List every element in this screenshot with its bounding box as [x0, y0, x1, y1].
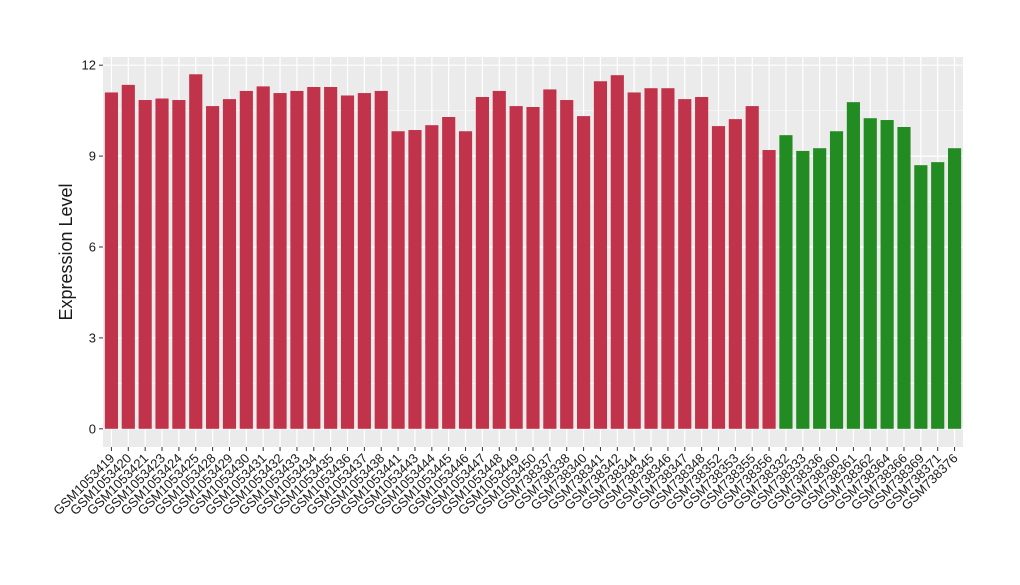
- bar: [324, 87, 338, 429]
- bar: [779, 135, 793, 429]
- bar: [492, 90, 506, 429]
- bar: [931, 162, 945, 429]
- bar: [189, 74, 203, 429]
- y-tick-label: 9: [89, 149, 96, 164]
- bar: [829, 131, 844, 429]
- bar: [880, 120, 894, 429]
- bar: [222, 99, 237, 429]
- bar: [458, 131, 473, 429]
- bar: [947, 148, 962, 429]
- bar: [206, 106, 220, 429]
- bar: [526, 107, 540, 429]
- bar: [239, 90, 253, 429]
- bar: [425, 125, 439, 429]
- bar: [610, 75, 624, 429]
- bar: [914, 165, 928, 429]
- bar: [813, 148, 827, 429]
- bar: [155, 98, 169, 429]
- bar: [256, 86, 270, 429]
- bar: [509, 106, 523, 429]
- bar: [644, 88, 658, 429]
- bar: [577, 116, 591, 429]
- bar: [711, 126, 726, 429]
- bar: [104, 92, 119, 429]
- bar: [593, 81, 608, 429]
- bar: [846, 102, 860, 429]
- bar: [172, 100, 186, 429]
- y-tick-label: 6: [89, 240, 96, 255]
- bar: [627, 92, 641, 429]
- bar: [745, 106, 759, 429]
- bar: [762, 150, 776, 429]
- bar: [695, 97, 709, 429]
- bar: [543, 89, 557, 429]
- bar: [442, 117, 456, 429]
- bar: [121, 84, 135, 429]
- bar: [897, 127, 911, 429]
- bar: [357, 93, 371, 429]
- bar: [307, 87, 321, 429]
- bar: [391, 131, 405, 429]
- bar: [408, 130, 422, 429]
- bar: [728, 119, 742, 429]
- bar: [863, 118, 877, 429]
- bar: [374, 90, 388, 429]
- bar: [340, 95, 355, 429]
- y-tick-label: 0: [89, 421, 96, 436]
- bar: [475, 97, 489, 429]
- y-tick-label: 3: [89, 330, 96, 345]
- bar: [560, 100, 574, 429]
- y-axis-label: Expression Level: [56, 183, 76, 320]
- bar: [661, 88, 675, 429]
- bar: [678, 99, 692, 429]
- y-tick-label: 12: [82, 58, 96, 73]
- bar: [138, 100, 152, 429]
- bar: [796, 150, 810, 429]
- bar: [273, 93, 287, 429]
- bar: [290, 90, 304, 429]
